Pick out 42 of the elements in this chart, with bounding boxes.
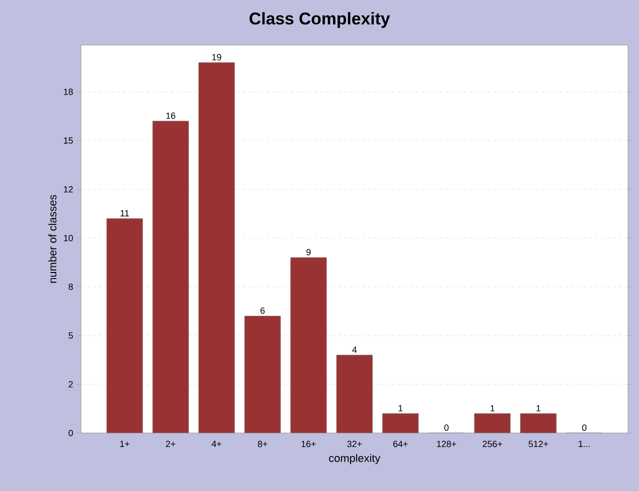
y-tick-label: 15 xyxy=(64,137,73,144)
bar xyxy=(152,121,189,433)
y-tick-label: 8 xyxy=(68,284,73,290)
chart-title: Class Complexity xyxy=(250,12,390,28)
data-label: 1 xyxy=(490,405,494,412)
x-tick-label: 4+ xyxy=(212,440,222,447)
x-axis-title: complexity xyxy=(329,454,380,464)
y-tick-label: 2 xyxy=(68,381,73,388)
x-tick-label: 1... xyxy=(578,440,590,447)
x-tick-label: 256+ xyxy=(482,440,502,448)
x-tick-label: 2+ xyxy=(166,440,176,448)
bar xyxy=(106,218,143,433)
data-label: 0 xyxy=(582,424,586,431)
data-label: 11 xyxy=(120,210,129,216)
x-tick-label: 1+ xyxy=(120,440,130,447)
data-label: 9 xyxy=(306,248,311,256)
data-label: 16 xyxy=(166,112,176,119)
data-label: 1 xyxy=(398,405,403,412)
x-tick-label: 64+ xyxy=(393,440,408,448)
data-label: 19 xyxy=(212,54,222,60)
y-tick-label: 5 xyxy=(68,332,73,339)
bar xyxy=(382,414,418,433)
data-label: 0 xyxy=(444,424,449,431)
bar xyxy=(520,414,556,433)
y-tick-label: 18 xyxy=(64,88,73,95)
bar xyxy=(290,258,327,433)
data-label: 1 xyxy=(536,405,540,412)
x-tick-label: 8+ xyxy=(258,440,268,448)
y-tick-label: 0 xyxy=(68,430,73,436)
bar xyxy=(474,414,510,433)
x-tick-label: 16+ xyxy=(302,440,316,448)
x-tick-label: 128+ xyxy=(437,440,456,448)
data-label: 4 xyxy=(352,346,357,353)
y-tick-label: 10 xyxy=(64,234,73,242)
data-label: 6 xyxy=(260,307,265,314)
y-tick-label: 12 xyxy=(64,186,73,192)
bar xyxy=(336,355,373,433)
bar xyxy=(198,62,235,433)
y-axis-title: number of classes xyxy=(48,194,56,283)
x-tick-label: 512+ xyxy=(528,440,548,448)
x-tick-label: 32+ xyxy=(347,440,362,448)
bar xyxy=(244,316,281,433)
